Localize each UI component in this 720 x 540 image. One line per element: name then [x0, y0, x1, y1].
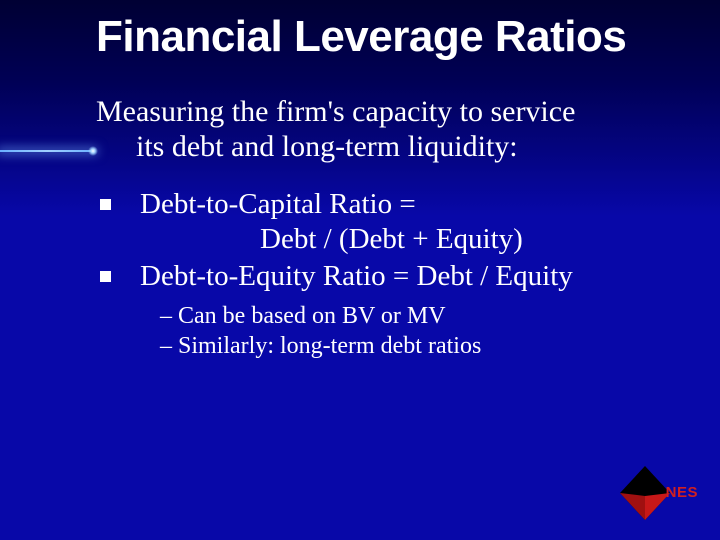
bullet-formula: Debt / (Debt + Equity)	[140, 222, 680, 257]
bullet-item: Debt-to-Capital Ratio = Debt / (Debt + E…	[96, 187, 680, 258]
bullet-item: Debt-to-Equity Ratio = Debt / Equity – C…	[96, 259, 680, 360]
intro-line-2: its debt and long-term liquidity:	[96, 129, 680, 164]
sub-bullet-item: – Similarly: long-term debt ratios	[140, 331, 680, 361]
bullet-text: Debt-to-Equity Ratio = Debt / Equity	[140, 260, 573, 292]
sub-bullet-item: – Can be based on BV or MV	[140, 301, 680, 331]
intro-text: Measuring the firm's capacity to service…	[96, 94, 680, 165]
intro-line-1: Measuring the firm's capacity to service	[96, 95, 575, 128]
slide-content: Financial Leverage Ratios Measuring the …	[0, 0, 720, 540]
slide-title: Financial Leverage Ratios	[96, 14, 680, 60]
bullet-text: Debt-to-Capital Ratio =	[140, 188, 416, 220]
sub-bullet-list: – Can be based on BV or MV – Similarly: …	[140, 301, 680, 361]
nes-logo: NES	[614, 462, 694, 526]
logo-text: NES	[666, 484, 698, 501]
bullet-list: Debt-to-Capital Ratio = Debt / (Debt + E…	[96, 187, 680, 361]
